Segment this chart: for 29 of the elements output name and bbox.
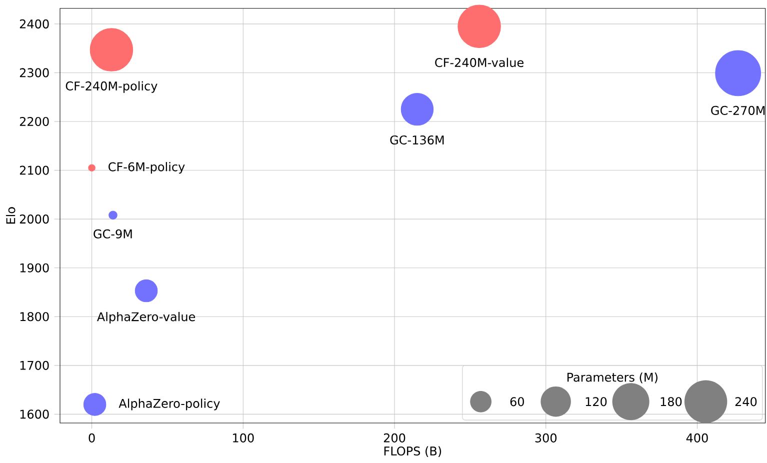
y-tick-label: 1700 bbox=[20, 360, 49, 370]
y-tick-label: 2400 bbox=[20, 19, 49, 28]
annotation: AlphaZero-policy bbox=[118, 398, 220, 410]
annotation: CF-240M-value bbox=[435, 58, 524, 68]
legend-label: 240 bbox=[735, 397, 757, 406]
x-tick-label: 400 bbox=[686, 433, 708, 442]
x-tick-label: 0 bbox=[88, 433, 95, 442]
x-tick-label: 100 bbox=[233, 433, 254, 442]
annotation: CF-240M-policy bbox=[66, 81, 158, 93]
y-tick-label: 1600 bbox=[20, 410, 49, 419]
annotation: GC-9M bbox=[94, 229, 132, 238]
y-tick-label: 2000 bbox=[20, 214, 49, 224]
annotation: GC-270M bbox=[711, 106, 765, 115]
annotation: CF-6M-policy bbox=[108, 162, 185, 174]
legend-title: Parameters (M) bbox=[567, 372, 658, 384]
y-axis-title: Elo bbox=[6, 207, 16, 224]
annotation: AlphaZero-value bbox=[96, 312, 196, 324]
legend-label: 180 bbox=[660, 397, 682, 406]
y-tick-label: 2100 bbox=[20, 166, 49, 175]
y-tick-label: 2200 bbox=[20, 116, 49, 126]
x-tick-label: 300 bbox=[535, 433, 557, 442]
x-axis-title: FLOPS (B) bbox=[384, 446, 442, 457]
y-tick-label: 1800 bbox=[20, 312, 49, 322]
legend-label: 60 bbox=[510, 397, 524, 406]
y-tick-label: 1900 bbox=[20, 263, 49, 272]
legend-label: 120 bbox=[586, 397, 607, 406]
y-tick-label: 2300 bbox=[20, 68, 49, 78]
x-tick-label: 200 bbox=[384, 433, 406, 442]
annotation: GC-136M bbox=[390, 135, 444, 145]
